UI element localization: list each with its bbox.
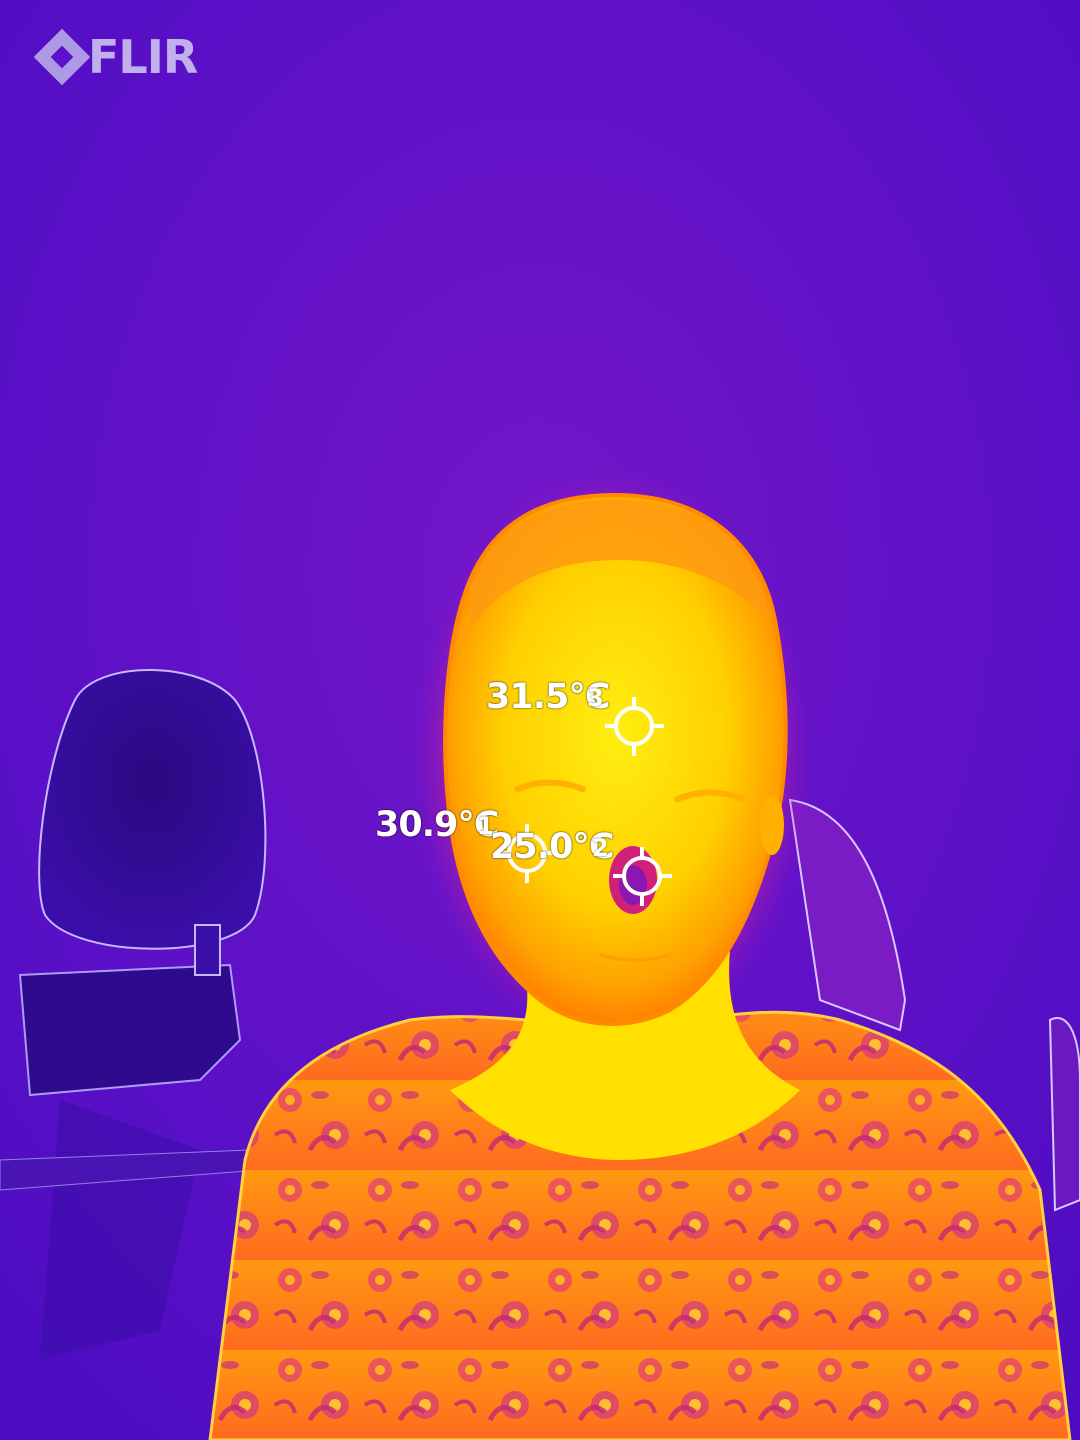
measurement-1-index: 1 <box>477 812 494 840</box>
measurement-3-value: 31.5°C <box>486 677 611 717</box>
measurement-3-index: 3 <box>587 684 604 712</box>
neck <box>450 950 800 1160</box>
office-chair-left <box>0 669 267 1360</box>
left-eye <box>513 779 587 793</box>
ear <box>760 795 784 855</box>
measurement-2-value: 25.0°C <box>490 827 615 867</box>
measurement-1-value: 30.9°C <box>375 805 500 845</box>
office-chair-right <box>788 798 1080 1212</box>
measurement-spot-1-crosshair[interactable] <box>498 824 557 883</box>
right-eye <box>673 789 747 803</box>
flir-logo-text: FLIR <box>88 30 198 84</box>
measurement-spot-2-crosshair[interactable] <box>613 847 672 906</box>
flir-logo: FLIR <box>33 28 199 86</box>
measurement-2-index: 2 <box>592 834 609 862</box>
chin-line <box>599 953 671 962</box>
measurement-spot-3-crosshair[interactable] <box>605 697 664 756</box>
hair <box>470 500 770 630</box>
face <box>443 492 788 1026</box>
